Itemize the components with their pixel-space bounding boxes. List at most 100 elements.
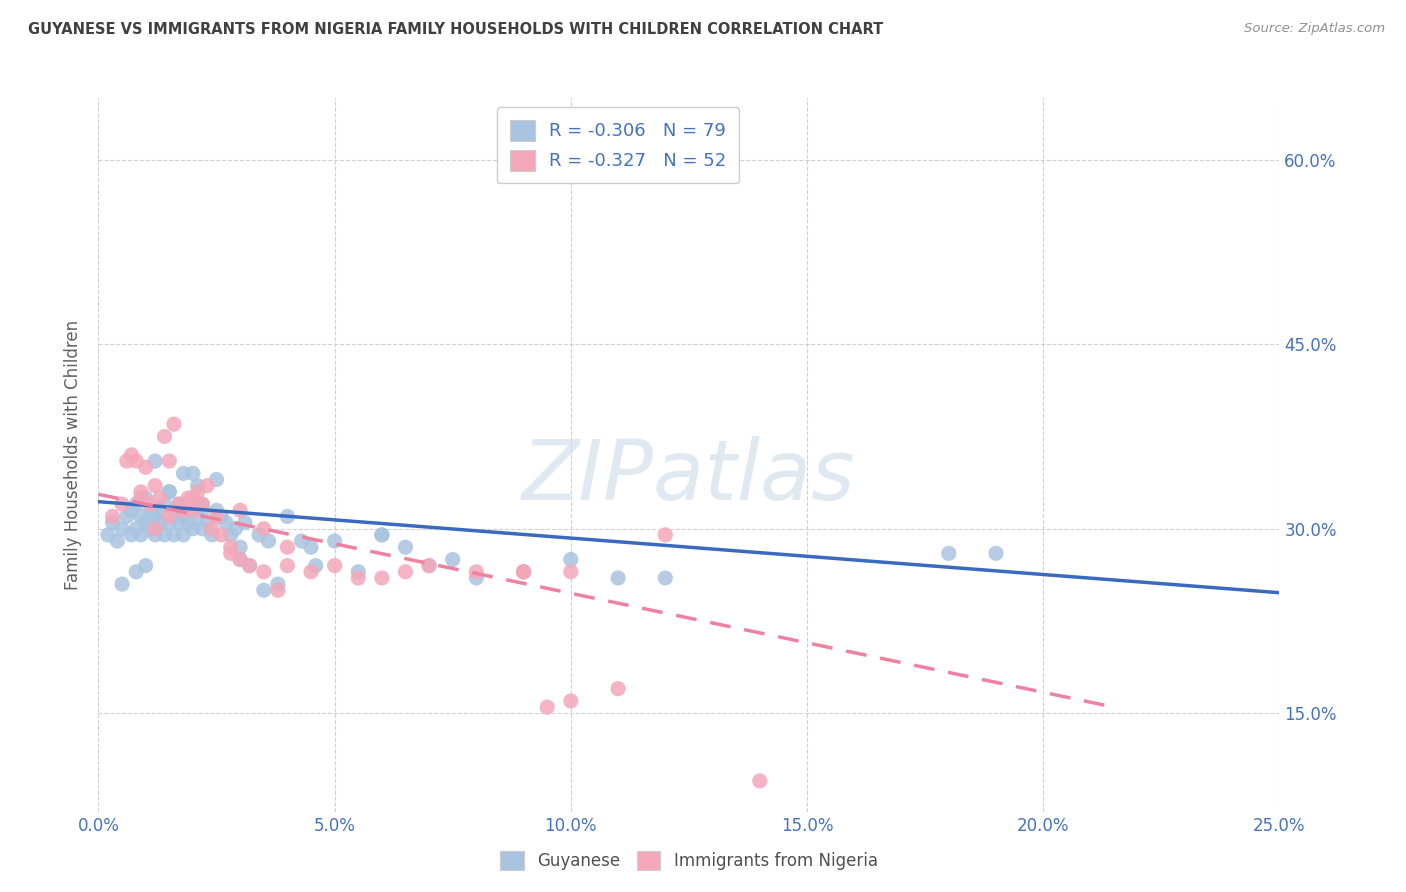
Point — [371, 528, 394, 542]
Point — [121, 503, 143, 517]
Point — [143, 509, 166, 524]
Point — [305, 558, 328, 573]
Point — [323, 558, 346, 573]
Point — [105, 534, 128, 549]
Point — [143, 528, 166, 542]
Point — [187, 484, 209, 499]
Point — [153, 429, 176, 443]
Point — [172, 528, 194, 542]
Point — [323, 534, 346, 549]
Point — [181, 467, 204, 481]
Point — [177, 497, 200, 511]
Point — [125, 454, 148, 468]
Point — [748, 774, 770, 789]
Point — [257, 534, 280, 549]
Y-axis label: Family Households with Children: Family Households with Children — [65, 320, 83, 590]
Point — [157, 454, 180, 468]
Point — [418, 558, 440, 573]
Point — [229, 540, 252, 554]
Point — [418, 558, 440, 573]
Point — [253, 522, 276, 536]
Point — [101, 509, 124, 524]
Point — [143, 454, 166, 468]
Point — [512, 565, 534, 579]
Point — [239, 558, 262, 573]
Point — [290, 534, 312, 549]
Point — [143, 522, 166, 536]
Point — [149, 503, 172, 517]
Text: Source: ZipAtlas.com: Source: ZipAtlas.com — [1244, 22, 1385, 36]
Point — [465, 571, 488, 585]
Point — [157, 509, 180, 524]
Point — [121, 528, 143, 542]
Point — [215, 516, 238, 530]
Point — [253, 565, 276, 579]
Point — [267, 577, 290, 591]
Text: GUYANESE VS IMMIGRANTS FROM NIGERIA FAMILY HOUSEHOLDS WITH CHILDREN CORRELATION : GUYANESE VS IMMIGRANTS FROM NIGERIA FAMI… — [28, 22, 883, 37]
Point — [177, 516, 200, 530]
Point — [191, 497, 214, 511]
Point — [219, 540, 242, 554]
Point — [195, 516, 218, 530]
Legend: Guyanese, Immigrants from Nigeria: Guyanese, Immigrants from Nigeria — [492, 842, 886, 879]
Point — [111, 497, 134, 511]
Point — [153, 497, 176, 511]
Point — [149, 516, 172, 530]
Point — [512, 565, 534, 579]
Point — [135, 491, 157, 505]
Point — [984, 546, 1007, 560]
Point — [229, 552, 252, 566]
Point — [153, 528, 176, 542]
Point — [299, 565, 322, 579]
Point — [191, 497, 214, 511]
Point — [115, 454, 138, 468]
Point — [125, 522, 148, 536]
Point — [135, 516, 157, 530]
Point — [229, 503, 252, 517]
Point — [191, 503, 214, 517]
Point — [247, 528, 270, 542]
Point — [394, 540, 416, 554]
Point — [181, 491, 204, 505]
Point — [195, 478, 218, 492]
Point — [229, 552, 252, 566]
Point — [253, 583, 276, 598]
Point — [607, 571, 630, 585]
Point — [149, 491, 172, 505]
Point — [560, 694, 582, 708]
Point — [139, 503, 162, 517]
Point — [125, 497, 148, 511]
Point — [536, 700, 558, 714]
Point — [209, 509, 232, 524]
Point — [135, 558, 157, 573]
Point — [201, 522, 224, 536]
Point — [267, 583, 290, 598]
Point — [219, 528, 242, 542]
Point — [441, 552, 464, 566]
Point — [111, 522, 134, 536]
Point — [209, 528, 232, 542]
Point — [347, 571, 370, 585]
Point — [938, 546, 960, 560]
Point — [201, 528, 224, 542]
Point — [129, 528, 152, 542]
Point — [205, 509, 228, 524]
Point — [121, 448, 143, 462]
Point — [187, 509, 209, 524]
Point — [129, 509, 152, 524]
Point — [276, 509, 298, 524]
Point — [187, 478, 209, 492]
Point — [163, 417, 186, 432]
Point — [157, 484, 180, 499]
Point — [654, 528, 676, 542]
Point — [205, 503, 228, 517]
Point — [181, 522, 204, 536]
Point — [177, 491, 200, 505]
Point — [139, 497, 162, 511]
Point — [299, 540, 322, 554]
Point — [233, 516, 256, 530]
Point — [276, 540, 298, 554]
Point — [654, 571, 676, 585]
Point — [157, 484, 180, 499]
Point — [560, 552, 582, 566]
